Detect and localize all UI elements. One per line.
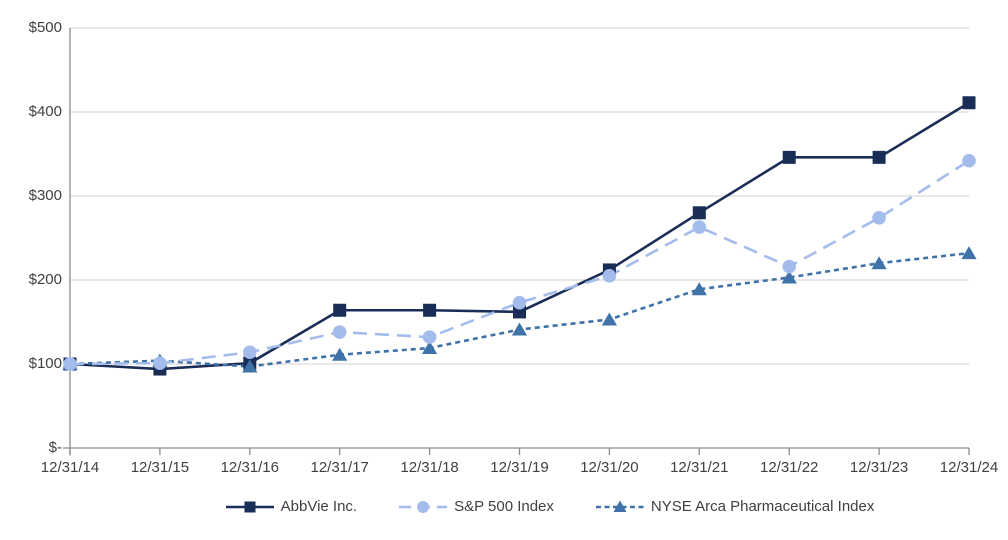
x-axis-label: 12/31/19 — [490, 459, 549, 476]
marker-circle-icon — [332, 325, 347, 339]
marker-circle-icon — [872, 211, 886, 225]
y-axis-label: $200 — [28, 271, 62, 288]
marker-square-icon — [423, 303, 437, 317]
marker-square-icon — [962, 96, 976, 110]
marker-triangle-icon — [691, 282, 707, 296]
marker-circle-icon — [962, 153, 976, 168]
y-axis-label: $100 — [28, 355, 62, 372]
legend-item-nyse-arca-pharmaceutical-index: NYSE Arca Pharmaceutical Index — [595, 498, 875, 515]
x-axis-label: 12/31/20 — [580, 459, 639, 476]
legend-label: AbbVie Inc. — [280, 498, 358, 515]
marker-circle-icon — [63, 357, 77, 371]
marker-triangle-icon — [332, 347, 348, 361]
marker-circle-icon — [692, 220, 707, 234]
marker-circle-icon — [153, 356, 167, 370]
y-axis-label: $300 — [28, 187, 62, 204]
legend-item-abbvie-inc: AbbVie Inc. — [225, 498, 358, 515]
legend-triangle-swatch-icon — [595, 500, 644, 512]
marker-circle-icon — [243, 345, 257, 360]
marker-square-icon — [872, 150, 886, 164]
marker-triangle-icon — [781, 270, 797, 284]
x-axis-label: 12/31/18 — [400, 459, 459, 476]
marker-square-icon — [782, 150, 796, 164]
legend-circle-swatch-icon — [399, 500, 448, 513]
marker-triangle-icon — [961, 246, 977, 260]
marker-triangle-icon — [422, 341, 438, 355]
marker-square-icon — [513, 305, 526, 319]
marker-circle-icon — [422, 330, 437, 344]
marker-square-icon — [692, 206, 706, 220]
marker-triangle-icon — [871, 256, 887, 270]
marker-circle-icon — [782, 259, 796, 274]
x-axis-label: 12/31/22 — [759, 459, 819, 476]
x-axis-label: 12/31/14 — [40, 459, 100, 476]
legend-item-s-p-500-index: S&P 500 Index — [399, 498, 554, 515]
x-axis-label: 12/31/17 — [310, 459, 369, 476]
marker-triangle-icon — [601, 312, 617, 326]
x-axis-label: 12/31/23 — [849, 459, 909, 476]
chart-legend: AbbVie Inc. S&P 500 Index NYSE Arca Pharma… — [100, 498, 1000, 515]
x-axis-label: 12/31/16 — [220, 459, 279, 476]
x-axis-label: 12/31/24 — [939, 459, 999, 476]
x-axis-label: 12/31/15 — [130, 459, 190, 476]
y-axis-label: $500 — [28, 19, 62, 36]
marker-triangle-icon — [511, 322, 528, 336]
legend-label: NYSE Arca Pharmaceutical Index — [650, 498, 875, 515]
marker-circle-icon — [602, 269, 617, 283]
x-axis-label: 12/31/21 — [670, 459, 729, 476]
marker-square-icon — [333, 303, 347, 317]
marker-triangle-icon — [242, 359, 258, 373]
legend-square-swatch-icon — [225, 501, 274, 512]
legend-label: S&P 500 Index — [454, 498, 554, 515]
marker-circle-icon — [512, 295, 527, 310]
y-axis-label: $- — [48, 439, 62, 456]
y-axis-label: $400 — [28, 103, 62, 120]
